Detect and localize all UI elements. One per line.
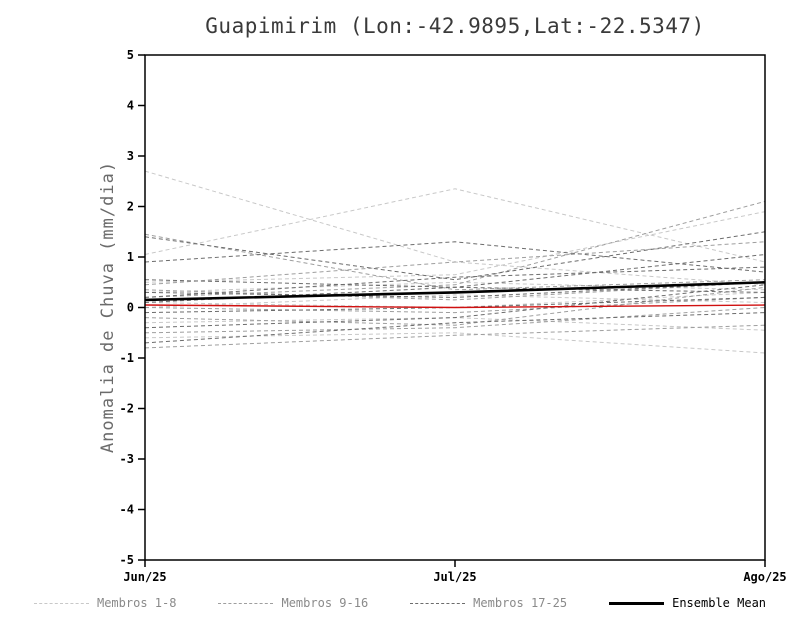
member-line-1-4: [144, 281, 766, 293]
x-tick-label: Ago/25: [743, 570, 786, 584]
ensemble-mean-line: [144, 281, 766, 302]
member-line-2-7: [144, 324, 766, 349]
legend-line-sample: [609, 601, 665, 605]
member-line-2-1: [144, 233, 766, 291]
member-line-2-2: [144, 241, 766, 286]
legend-label: Membros 9-16: [281, 596, 369, 610]
legend-label: Membros 1-8: [96, 596, 177, 610]
member-line-3-5: [144, 286, 766, 303]
y-tick-label: 0: [127, 301, 134, 315]
y-tick-label: 5: [127, 48, 134, 62]
legend-line-sample: [33, 602, 89, 604]
member-line-2-6: [144, 307, 766, 334]
member-line-2-4: [144, 296, 766, 314]
member-line-3-9: [144, 266, 766, 298]
legend-line-sample: [410, 602, 466, 604]
x-tick-label: Jun/25: [123, 570, 166, 584]
member-line-1-1: [144, 170, 766, 286]
member-line-2-8: [144, 281, 766, 301]
y-tick-label: -5: [120, 553, 134, 567]
y-tick-label: -1: [120, 351, 134, 365]
legend-label: Membros 17-25: [473, 596, 568, 610]
chart-title: Guapimirim (Lon:-42.9895,Lat:-22.5347): [205, 14, 705, 38]
legend-item-3: Membros 17-25: [410, 596, 567, 610]
legend-item-2: Membros 9-16: [218, 596, 368, 610]
legend-line-sample: [218, 602, 274, 604]
y-tick-label: 1: [127, 250, 134, 264]
legend-item-1: Membros 1-8: [33, 596, 177, 610]
y-tick-label: 3: [127, 149, 134, 163]
member-line-2-3: [144, 200, 766, 298]
y-tick-label: -2: [120, 402, 134, 416]
member-line-1-2: [144, 188, 766, 263]
member-line-3-2: [144, 241, 766, 273]
y-tick-label: -4: [120, 503, 134, 517]
member-line-1-3: [144, 211, 766, 283]
y-axis-label: Anomalia de Chuva (mm/dia): [98, 160, 118, 454]
member-line-3-4: [144, 281, 766, 298]
member-line-3-7: [144, 284, 766, 329]
legend: Membros 1-8 Membros 9-16 Membros 17-25 Ense…: [0, 596, 800, 610]
member-line-1-7: [144, 332, 766, 354]
x-tick-label: Jul/25: [433, 570, 476, 584]
member-line-3-8: [144, 312, 766, 344]
legend-item-4: Ensemble Mean: [609, 596, 766, 610]
reference-line: [144, 304, 766, 309]
member-line-2-5: [144, 286, 766, 326]
y-tick-label: 2: [127, 200, 134, 214]
y-tick-label: 4: [127, 99, 134, 113]
member-line-1-8: [144, 294, 766, 308]
y-tick-label: -3: [120, 452, 134, 466]
legend-label: Ensemble Mean: [672, 596, 767, 610]
